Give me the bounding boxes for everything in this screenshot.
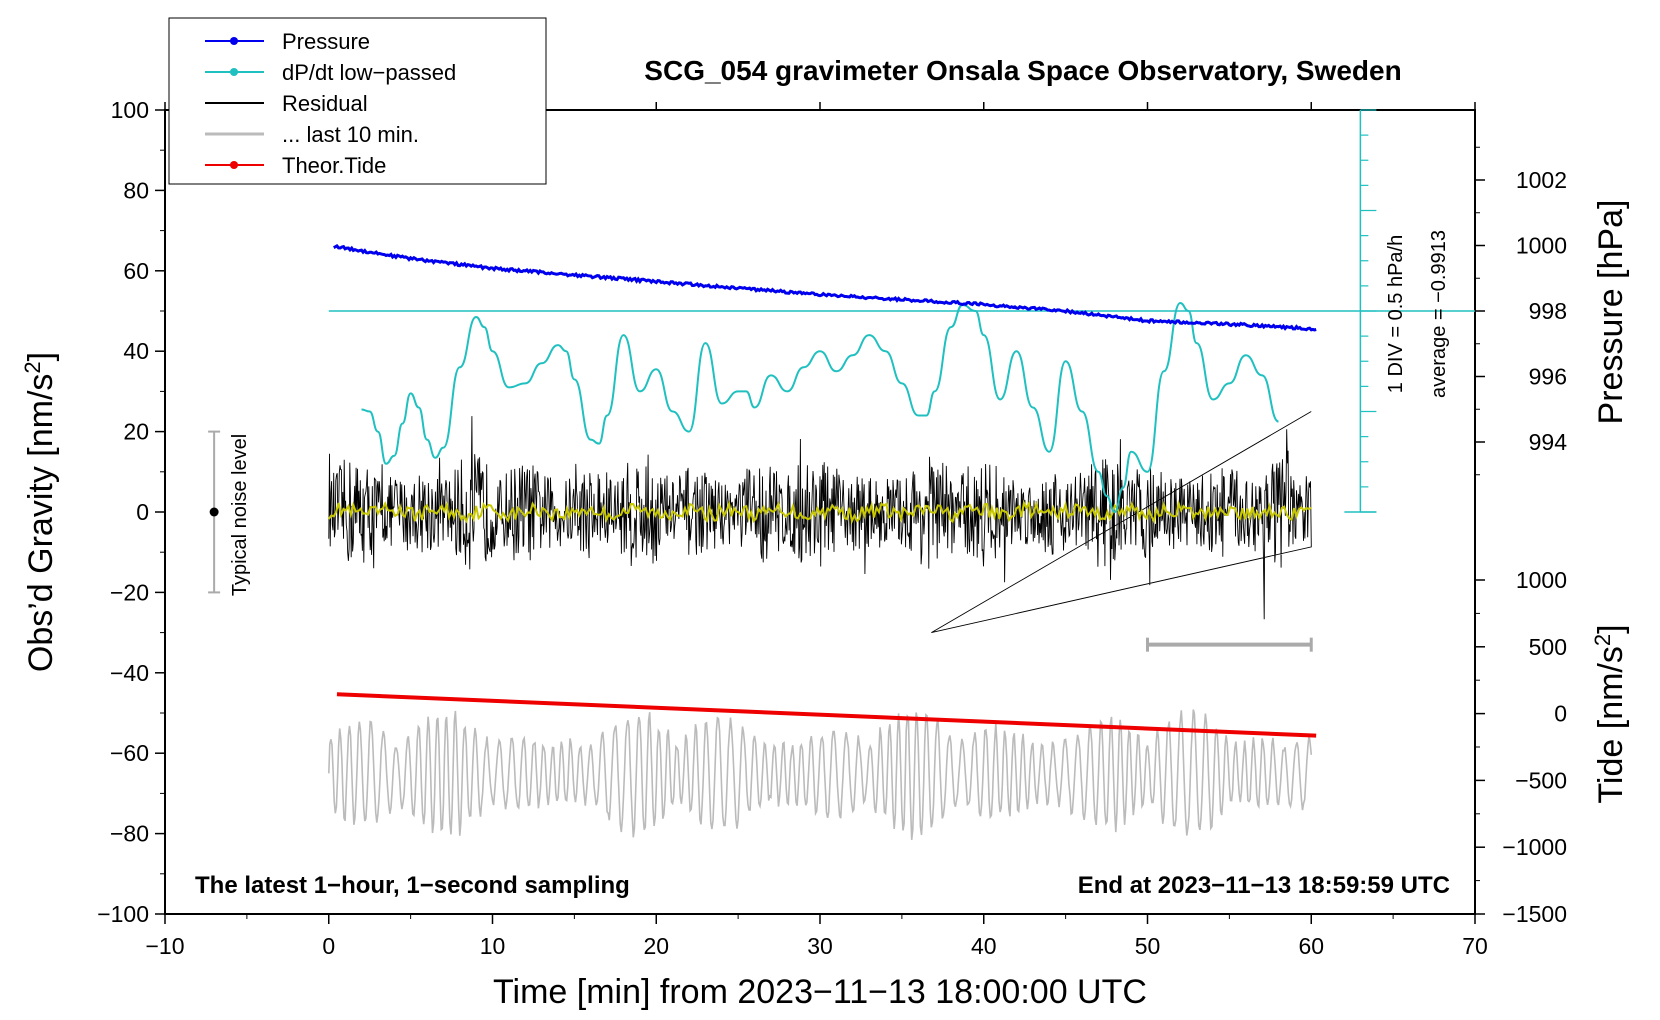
residual-lowpass-line xyxy=(327,499,1312,525)
end-time-note: End at 2023−11−13 18:59:59 UTC xyxy=(1078,872,1450,899)
tide-tick-label: 1000 xyxy=(1516,567,1567,593)
dpdt-layer xyxy=(361,301,1280,514)
y-tick-label: 40 xyxy=(123,338,149,364)
tide-tick-label: 0 xyxy=(1554,701,1567,727)
y-tick-label: −20 xyxy=(110,579,149,605)
x-tick-label: 0 xyxy=(322,933,335,959)
y-tick-label: −60 xyxy=(110,740,149,766)
pressure-tick-label: 1000 xyxy=(1516,233,1567,259)
x-tick-label: 20 xyxy=(643,933,669,959)
annotation-layer xyxy=(208,430,1313,652)
x-axis-label: Time [min] from 2023−11−13 18:00:00 UTC xyxy=(493,973,1147,1011)
tide-line xyxy=(336,692,1317,738)
legend-dot-pressure xyxy=(230,37,238,45)
reference-layer xyxy=(328,109,1475,513)
scale-div-label: 1 DIV = 0.5 hPa/h xyxy=(1385,235,1407,393)
tide-tick-label: −1000 xyxy=(1502,834,1567,860)
legend-label-last10: ... last 10 min. xyxy=(282,122,419,147)
x-tick-label: 10 xyxy=(480,933,506,959)
tide-layer xyxy=(336,692,1317,738)
legend-box xyxy=(168,17,547,185)
pressure-tick-label: 996 xyxy=(1529,364,1567,390)
x-tick-label: 70 xyxy=(1462,933,1488,959)
sampling-note: The latest 1−hour, 1−second sampling xyxy=(195,872,630,899)
pressure-tick-label: 998 xyxy=(1529,298,1567,324)
tide-tick-label: −1500 xyxy=(1502,901,1567,927)
y-tick-label: −80 xyxy=(110,821,149,847)
noise-level-label: Typical noise level xyxy=(229,434,251,596)
pressure-tick-label: 994 xyxy=(1529,429,1568,455)
dpdt-line xyxy=(361,301,1280,514)
y-tick-label: 60 xyxy=(123,258,149,284)
legend-label-residual: Residual xyxy=(282,91,368,116)
last10-layer xyxy=(328,709,1313,840)
y-tick-label: −100 xyxy=(97,901,149,927)
y-tick-label: 100 xyxy=(111,97,149,123)
tide-tick-label: −500 xyxy=(1515,767,1567,793)
y-tick-label: −40 xyxy=(110,660,149,686)
last10-line xyxy=(328,709,1313,840)
chart-title: SCG_054 gravimeter Onsala Space Observat… xyxy=(644,55,1401,86)
legend: Pressure dP/dt low−passed Residual ... last… xyxy=(168,17,547,185)
y-tick-label: 0 xyxy=(136,499,149,525)
legend-label-pressure: Pressure xyxy=(282,29,370,54)
x-tick-label: 50 xyxy=(1135,933,1161,959)
noise-bar-dot xyxy=(209,507,219,517)
legend-label-dpdt: dP/dt low−passed xyxy=(282,60,456,85)
axis-layer: −10 0 10 20 30 40 50 60 70100806040200−20−40−60−… xyxy=(97,97,1567,959)
x-tick-label: 30 xyxy=(807,933,833,959)
pressure-layer xyxy=(333,243,1317,332)
y-axis-label-pressure: Pressure [hPa] xyxy=(1592,200,1630,425)
tide-tick-label: 500 xyxy=(1529,634,1567,660)
x-tick-label: 60 xyxy=(1298,933,1324,959)
pressure-tick-label: 1002 xyxy=(1516,167,1567,193)
pressure-line xyxy=(333,243,1317,332)
y-tick-label: 20 xyxy=(123,419,149,445)
filtered-layer xyxy=(327,499,1312,525)
scale-average-label: average = −0.9913 xyxy=(1428,230,1450,398)
x-tick-label: 40 xyxy=(971,933,997,959)
y-axis-label-tide: Tide [nm/s2] xyxy=(1590,624,1630,803)
x-tick-label: −10 xyxy=(145,933,184,959)
y-tick-label: 80 xyxy=(123,177,149,203)
legend-dot-tide xyxy=(230,161,238,169)
y-axis-label-left: Obs’d Gravity [nm/s2] xyxy=(20,352,60,672)
legend-label-tide: Theor.Tide xyxy=(282,153,386,178)
legend-dot-dpdt xyxy=(230,68,238,76)
